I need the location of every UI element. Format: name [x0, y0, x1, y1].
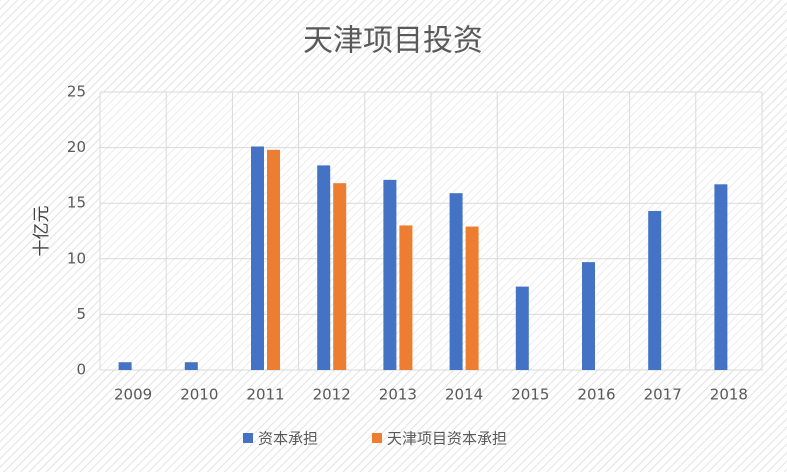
x-tick-label: 2011: [246, 386, 284, 404]
bar: [449, 193, 463, 370]
legend-swatch: [372, 433, 382, 443]
bar: [648, 210, 662, 370]
bar: [267, 149, 280, 370]
x-tick-label: 2018: [710, 386, 748, 404]
y-tick-label: 15: [67, 194, 86, 212]
bar: [465, 226, 479, 370]
y-tick-label: 5: [76, 305, 86, 323]
legend-label: 天津项目资本承担: [387, 430, 507, 448]
x-tick-label: 2013: [379, 386, 417, 404]
legend-label: 资本承担: [258, 430, 318, 448]
bar: [383, 179, 397, 370]
bar: [582, 262, 595, 370]
x-tick-label: 2017: [644, 386, 682, 404]
chart-title: 天津项目投资: [303, 24, 483, 59]
bar: [515, 286, 529, 370]
legend: 资本承担 天津项目资本承担: [243, 430, 507, 448]
bar: [184, 362, 198, 370]
x-tick-label: 2016: [577, 386, 615, 404]
x-tick-label: 2009: [114, 386, 152, 404]
bar: [118, 362, 132, 370]
y-tick-label: 10: [67, 249, 86, 267]
x-tick-label: 2015: [511, 386, 549, 404]
y-tick-label: 20: [67, 138, 86, 156]
x-tick-label: 2012: [313, 386, 351, 404]
bar: [317, 165, 331, 370]
y-tick-label: 0: [76, 361, 86, 379]
bar: [251, 146, 264, 370]
bar: [399, 225, 413, 370]
y-tick-label: 25: [67, 83, 86, 101]
y-axis-title: 十亿元: [32, 206, 52, 257]
x-tick-label: 2014: [445, 386, 483, 404]
bar: [333, 183, 347, 370]
x-tick-label: 2010: [180, 386, 218, 404]
legend-swatch: [243, 433, 253, 443]
bar: [714, 184, 728, 370]
